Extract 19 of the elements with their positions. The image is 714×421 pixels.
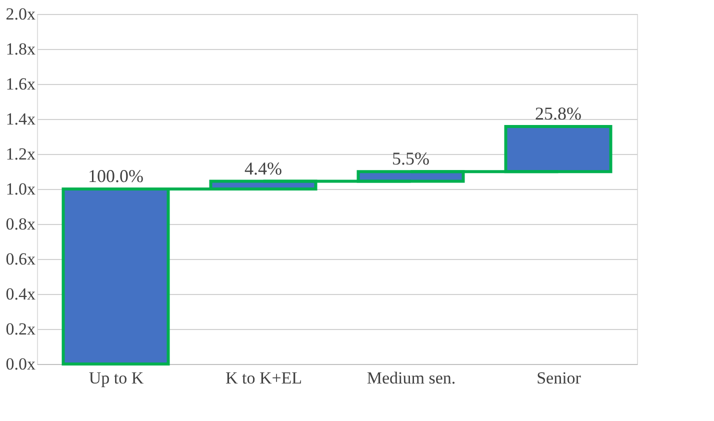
y-tick-label: 0.0x (6, 354, 36, 374)
x-tick-label: Up to K (88, 368, 144, 388)
y-tick-label: 1.6x (6, 74, 36, 94)
data-label: 100.0% (88, 166, 144, 186)
y-tick-label: 1.2x (6, 144, 36, 164)
data-label: 5.5% (392, 148, 430, 169)
y-tick-label: 0.4x (6, 284, 36, 304)
x-tick-label: Senior (536, 368, 582, 388)
y-tick-label: 0.6x (6, 250, 36, 268)
y-tick-label: 0.8x (6, 214, 36, 234)
x-tick-label: K to K+EL (225, 368, 302, 388)
y-tick-label: 1.4x (6, 110, 36, 128)
data-label: 4.4% (244, 158, 282, 178)
y-tick-label: 0.2x (6, 320, 36, 338)
y-tick-label: 2.0x (6, 4, 36, 24)
y-tick-label: 1.8x (6, 40, 36, 58)
data-label: 25.8% (535, 104, 582, 124)
x-tick-label: Medium sen. (366, 368, 456, 388)
y-tick-label: 1.0x (6, 180, 36, 198)
